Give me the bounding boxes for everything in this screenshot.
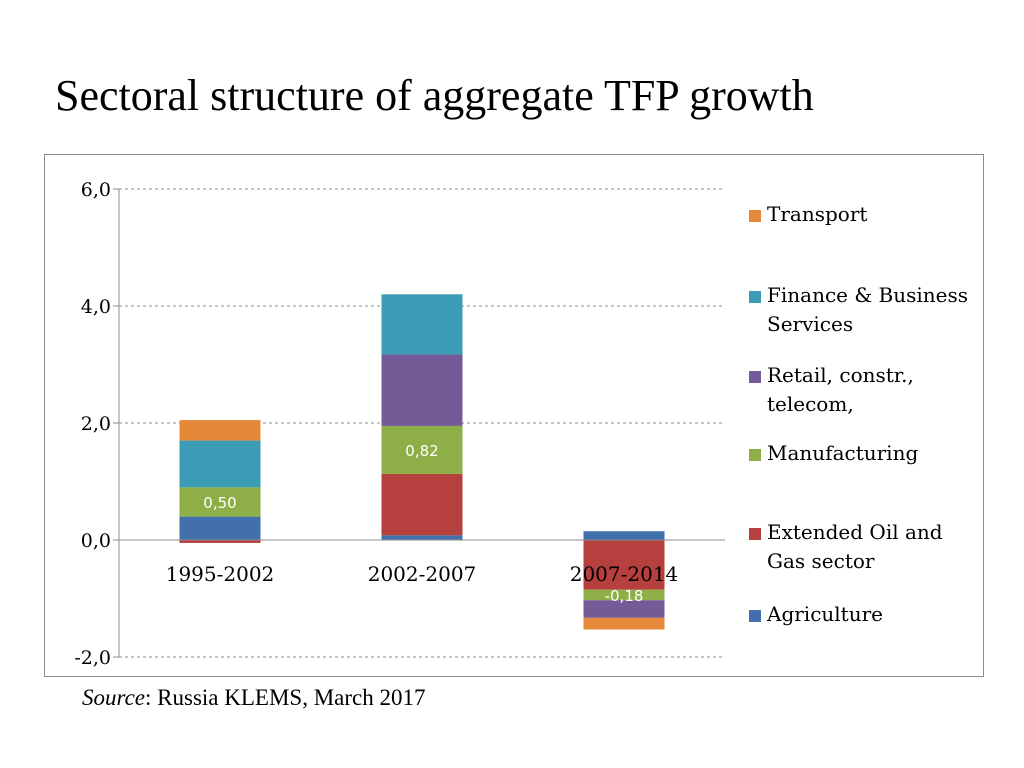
legend-item: Finance & Business Services <box>749 283 989 339</box>
legend-label: Manufacturing <box>767 441 919 465</box>
legend-label: Retail, constr., telecom, <box>767 363 914 416</box>
legend-label: Transport <box>767 202 868 226</box>
bar-segment <box>381 294 463 355</box>
bar-segment <box>381 473 463 536</box>
y-tick-label: 4,0 <box>81 296 111 318</box>
legend-swatch <box>749 610 761 622</box>
bar-segment <box>381 425 463 474</box>
source-note: Source: Russia KLEMS, March 2017 <box>82 685 425 711</box>
chart-frame: -2,0 0,0 2,0 4,0 6,0 1995-2002 2002-2007 2007-2… <box>44 154 984 677</box>
bar-segment <box>381 354 463 426</box>
data-label: 0,82 <box>405 442 438 460</box>
legend-label: Agriculture <box>767 602 883 626</box>
legend-item: Manufacturing <box>749 441 989 468</box>
x-category-label: 2007-2014 <box>570 562 679 586</box>
legend-item: Retail, constr., telecom, <box>749 363 989 419</box>
bar-segment <box>179 440 261 488</box>
bar-segment <box>179 516 261 540</box>
data-label: -0,18 <box>605 587 644 605</box>
y-tick-label: 2,0 <box>81 413 111 435</box>
bar-segment <box>583 540 665 590</box>
slide-title: Sectoral structure of aggregate TFP grow… <box>55 71 814 120</box>
legend-item: Extended Oil and Gas sector <box>749 520 989 576</box>
bar-segment <box>179 487 261 517</box>
bar-segment <box>583 600 665 618</box>
y-tick-label: -2,0 <box>74 647 111 669</box>
y-tick-label: 6,0 <box>81 179 111 201</box>
legend-swatch <box>749 371 761 383</box>
legend-swatch <box>749 528 761 540</box>
bar-segment <box>179 420 261 441</box>
legend-item: Transport <box>749 202 989 229</box>
x-category-label: 1995-2002 <box>166 562 275 586</box>
data-label: 0,50 <box>203 494 236 512</box>
legend-swatch <box>749 210 761 222</box>
legend-swatch <box>749 449 761 461</box>
legend-label: Extended Oil and Gas sector <box>767 520 943 573</box>
source-text: : Russia KLEMS, March 2017 <box>145 685 426 710</box>
bar-segment <box>179 540 261 543</box>
bar-segment <box>583 617 665 630</box>
bar-segment <box>583 531 665 540</box>
stacked-bar-chart: -2,0 0,0 2,0 4,0 6,0 1995-2002 2002-2007 2007-2… <box>74 179 725 669</box>
bar-segment <box>583 589 665 601</box>
legend-label: Finance & Business Services <box>767 283 968 336</box>
y-tick-label: 0,0 <box>81 530 111 552</box>
source-label: Source <box>82 685 146 710</box>
chart-legend: Transport Finance & Business Services Reta… <box>749 155 989 675</box>
legend-swatch <box>749 291 761 303</box>
bar-segment <box>381 535 463 540</box>
legend-item: Agriculture <box>749 602 989 629</box>
x-category-label: 2002-2007 <box>368 562 477 586</box>
